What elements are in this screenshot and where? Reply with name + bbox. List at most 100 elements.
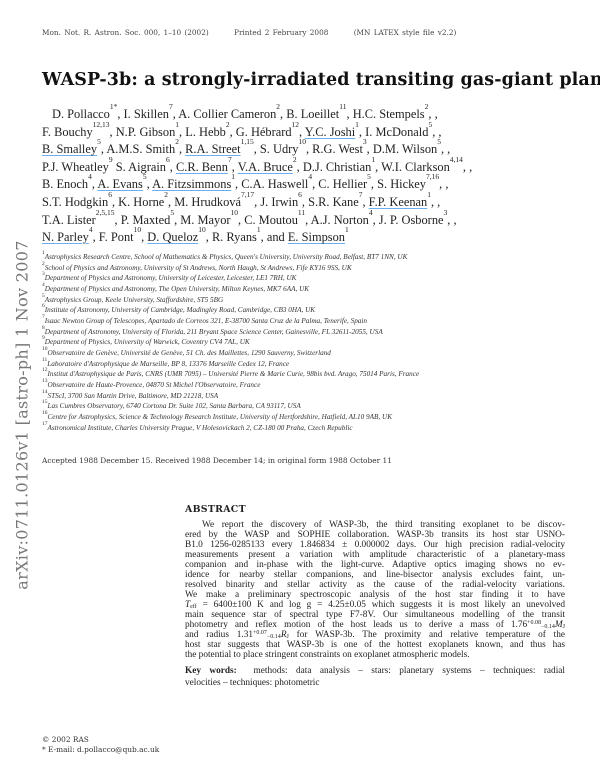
affiliation: 10Observatoire de Genève, Université de …	[42, 345, 419, 359]
affiliation-number: 7	[42, 313, 45, 320]
abstract-line: resolved binarity and stellar activity a…	[185, 580, 565, 590]
author-affiliation-marker: 10	[298, 137, 306, 147]
author-name: I. Skillen	[123, 107, 169, 121]
affiliation-text: Astrophysics Research Centre, School of …	[44, 253, 408, 261]
author-affiliation-marker: 1	[256, 225, 261, 235]
author-name: S. Hickey	[377, 177, 426, 192]
author-name: D. Pollacco	[52, 107, 110, 121]
author-affiliation-marker: 11	[339, 102, 347, 111]
affiliation: 2School of Physics and Astronomy, Univer…	[42, 261, 419, 274]
author-name: S.R. Kane	[308, 194, 359, 209]
author-affiliation-marker: 2	[225, 119, 230, 129]
author-affiliation-marker: 5	[428, 119, 433, 129]
author-affiliation-marker: 2,5,15	[95, 207, 115, 217]
author-name[interactable]: F.P. Keenan	[368, 194, 428, 209]
author-name: B. Enoch	[42, 177, 89, 192]
affiliation-text: Institute of Astronomy, University of Ca…	[44, 306, 316, 315]
author-affiliation-marker: 10	[230, 207, 239, 217]
affiliation-text: Astronomical Institute, Charles Universi…	[47, 423, 353, 432]
affiliation-text: Centre for Astrophysics, Science & Techn…	[47, 412, 393, 421]
author-name: A.M.S. Smith	[106, 142, 176, 157]
author-name: S. Aigrain	[115, 159, 167, 174]
author-affiliation-marker: 7	[358, 189, 363, 199]
affiliation: 6Institute of Astronomy, University of C…	[42, 304, 419, 316]
author-affiliation-marker: 1	[427, 189, 431, 199]
author-affiliation-marker: 2	[164, 189, 169, 199]
author-name: S.T. Hodgkin	[42, 194, 109, 209]
author-name[interactable]: C.R. Benn	[175, 159, 228, 174]
affiliation-text: Observatoire de Haute-Provence, 04870 St…	[47, 380, 261, 389]
author-line: B. Smalley5, A.M.S. Smith2, R.A. Street1…	[42, 137, 451, 157]
author-affiliation-marker: 12	[291, 119, 300, 129]
affiliation-number: 8	[42, 324, 45, 331]
mass-upper-error: +0.08	[527, 620, 542, 626]
affiliation-number: 4	[42, 281, 45, 288]
affiliation-text: School of Physics and Astronomy, Univers…	[44, 263, 352, 272]
affiliation-text: Observatoire de Genève, Université de Ge…	[47, 348, 331, 357]
author-name[interactable]: B. Smalley	[42, 142, 98, 157]
author-affiliation-marker: 1,15	[240, 137, 254, 147]
author-affiliation-marker: 5	[170, 207, 175, 217]
author-line: B. Enoch4, A. Evans5, A. Fitzsimmons1, C…	[42, 172, 449, 192]
arxiv-stamp: arXiv:0711.0126v1 [astro-ph] 1 Nov 2007	[12, 240, 32, 590]
corresponding-email: * E-mail: d.pollacco@qub.ac.uk	[42, 745, 160, 754]
author-affiliation-marker: 9	[108, 154, 113, 164]
author-affiliation-marker: 7	[168, 102, 173, 111]
author-name[interactable]: N. Parley	[42, 230, 89, 245]
radius-upper-error: +0.07	[253, 630, 267, 636]
author-name: T.A. Lister	[42, 212, 96, 227]
author-affiliation-marker: 1	[345, 225, 349, 235]
keywords-text: velocities – techniques: photometric	[185, 678, 320, 688]
author-affiliation-marker: 1	[355, 119, 359, 129]
affiliation-number: 16	[42, 409, 48, 416]
teff-symbol: T	[185, 600, 191, 610]
affiliation: 12Institut d'Astrophysique de Paris, CNR…	[42, 367, 419, 380]
affiliation: 5Astrophysics Group, Keele University, S…	[42, 293, 419, 306]
author-name: C. Hellier	[318, 177, 368, 192]
author-affiliation-marker: 6	[108, 189, 112, 199]
radius-rest-text: for WASP-3b. The proximity and relative …	[288, 630, 566, 640]
affiliation-number: 11	[42, 356, 48, 363]
author-affiliation-marker: 1	[231, 172, 236, 182]
author-line: P.J. Wheatley9 S. Aigrain6, C.R. Benn7, …	[42, 154, 473, 174]
affiliation: 17Astronomical Institute, Charles Univer…	[42, 421, 419, 434]
author-name[interactable]: R.A. Street	[185, 142, 241, 157]
author-name: A. Collier Cameron	[178, 107, 277, 121]
abstract-line: B1.0 1256-0285133 every 1.846834 ± 0.000…	[185, 540, 565, 550]
author-affiliation-marker: 1*	[109, 102, 118, 111]
author-affiliation-marker: 4	[368, 207, 373, 217]
author-name[interactable]: A. Evans	[97, 177, 143, 192]
author-name[interactable]: A. Fitzsimmons	[152, 177, 232, 192]
author-name: G. Hébrard	[235, 124, 292, 139]
affiliation-text: Department of Physics and Astronomy, Uni…	[44, 274, 297, 283]
author-affiliation-marker: 1	[371, 154, 376, 164]
author-name[interactable]: Y.C. Joshi	[304, 124, 356, 139]
keywords-text: methods: data analysis – stars: planetar…	[253, 666, 565, 676]
affiliation-number: 13	[42, 377, 48, 384]
author-name: L. Hebb	[185, 124, 226, 139]
author-name: C.A. Haswell	[241, 177, 309, 192]
author-name: J. Irwin	[260, 194, 299, 209]
affiliation-number: 15	[42, 399, 48, 406]
abstract-heading: ABSTRACT	[185, 504, 246, 515]
radius-unit: R	[280, 630, 287, 640]
affiliation-text: Laboratoire d'Astrophysique de Marseille…	[47, 359, 290, 368]
acceptance-dates: Accepted 1988 December 15. Received 1988…	[42, 456, 392, 465]
author-name[interactable]: V.A. Bruce	[237, 159, 293, 174]
author-affiliation-marker: 10	[133, 225, 142, 235]
author-affiliation-marker: 3	[443, 207, 448, 217]
affiliation: 8Department of Astronomy, University of …	[42, 324, 419, 338]
author-name[interactable]: D. Queloz	[147, 230, 199, 245]
affiliation: 11Laboratoire d'Astrophysique de Marseil…	[42, 356, 419, 370]
mass-text: photometry and reflex motion of the host…	[185, 620, 528, 630]
paper-title: WASP-3b: a strongly-irradiated transitin…	[42, 70, 600, 90]
author-name: P.J. Wheatley	[42, 159, 109, 174]
keywords-label: Key words:	[185, 666, 237, 676]
affiliation-number: 10	[42, 345, 48, 352]
author-name: B. Loeillet	[286, 107, 340, 121]
author-name: D.M. Wilson	[372, 142, 438, 157]
author-name[interactable]: E. Simpson	[287, 230, 345, 245]
author-name: H.C. Stempels	[352, 107, 425, 121]
abstract-line-radius: and radius 1.31+0.07−0.14RJ for WASP-3b.…	[185, 630, 565, 640]
affiliation-text: Las Cumbres Observatory, 6740 Cortona Dr…	[47, 402, 301, 411]
